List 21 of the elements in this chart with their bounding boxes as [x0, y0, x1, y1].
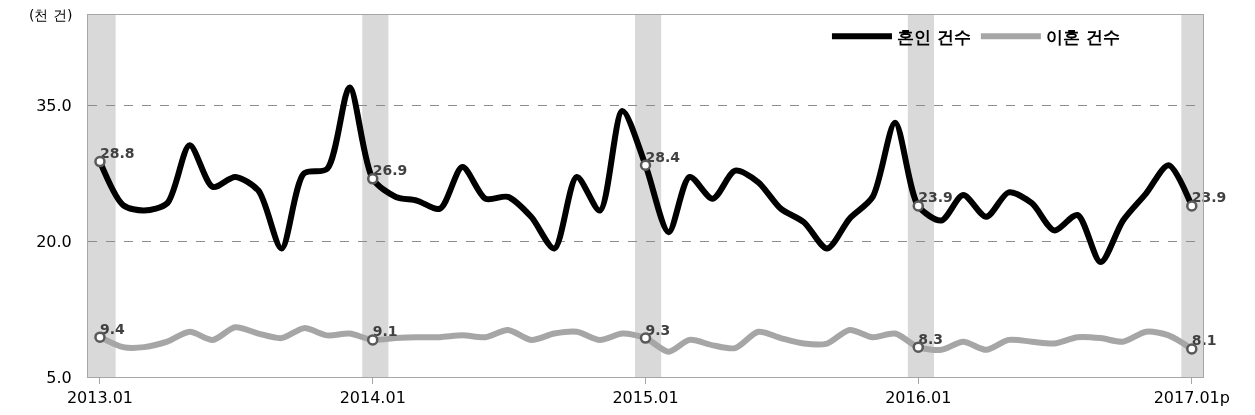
- data-label: 28.8: [99, 145, 135, 162]
- data-label: 23.9: [1191, 189, 1227, 206]
- data-label: 23.9: [918, 189, 953, 206]
- data-label: 8.3: [918, 330, 944, 347]
- legend-label: 이혼 건수: [1045, 26, 1120, 47]
- data-label: 28.4: [645, 148, 681, 165]
- data-label: 26.9: [372, 162, 408, 179]
- y-tick-label: 35.0: [36, 96, 72, 116]
- x-tick-label: 2015.01: [612, 388, 679, 408]
- x-tick-label: 2014.01: [339, 388, 406, 408]
- data-label: 9.3: [645, 321, 671, 338]
- x-tick-label: 2013.01: [66, 388, 134, 408]
- x-tick-label: 2016.01: [885, 388, 952, 408]
- y-axis-title: (천 건): [29, 7, 73, 23]
- y-tick-label: 20.0: [36, 231, 72, 251]
- data-label: 8.1: [1191, 332, 1217, 349]
- x-tick-label: 2017.01p: [1153, 388, 1230, 408]
- data-label: 9.4: [99, 320, 126, 337]
- y-tick-label: 5.0: [46, 367, 72, 387]
- legend-label: 혼인 건수: [896, 26, 971, 47]
- data-label: 9.1: [372, 323, 398, 340]
